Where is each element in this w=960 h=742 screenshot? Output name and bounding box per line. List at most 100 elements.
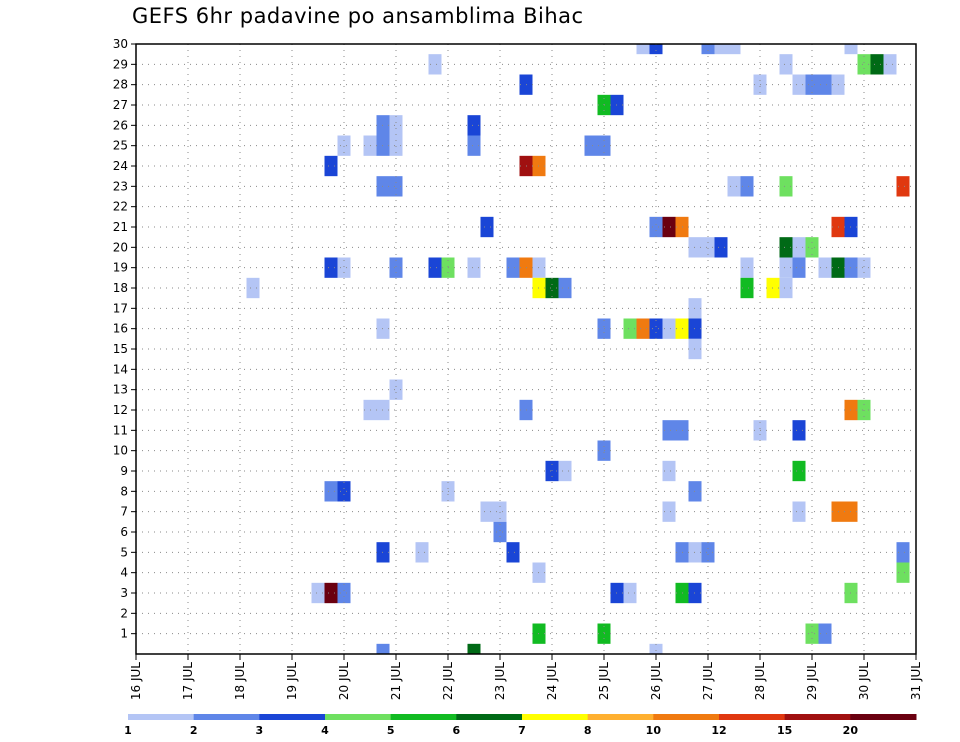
y-tick-label: 5 <box>120 545 128 559</box>
x-tick-label: 16 JUL <box>129 662 143 700</box>
legend-label: 7 <box>518 724 526 737</box>
legend-label: 6 <box>453 724 461 737</box>
heatmap-cell <box>896 542 910 563</box>
y-tick-label: 13 <box>113 383 128 397</box>
y-tick-label: 14 <box>113 362 128 376</box>
heatmap-cell <box>506 542 520 563</box>
y-tick-label: 15 <box>113 342 128 356</box>
y-tick-label: 22 <box>113 200 128 214</box>
legend-swatch <box>456 714 523 720</box>
heatmap-cell <box>779 237 793 258</box>
heatmap-cell <box>792 460 806 482</box>
heatmap-cell <box>740 257 754 278</box>
heatmap-cell <box>740 277 754 299</box>
heatmap-cell <box>337 257 351 278</box>
heatmap-cell <box>740 176 754 197</box>
heatmap-cell <box>727 44 741 55</box>
x-tick-label: 26 JUL <box>649 662 663 700</box>
heatmap-cell <box>337 481 351 502</box>
legend-label: 8 <box>584 724 592 737</box>
legend-label: 12 <box>711 724 726 737</box>
y-tick-label: 27 <box>113 98 128 112</box>
heatmap-cell <box>649 44 663 55</box>
heatmap-cell <box>467 257 481 278</box>
y-tick-label: 10 <box>113 444 128 458</box>
y-axis-ticks: 1234567891011121314151617181920212223242… <box>113 37 136 641</box>
legend-label: 1 <box>124 724 132 737</box>
heatmap-cell <box>818 623 832 644</box>
heatmap-cell <box>896 176 910 197</box>
heatmap-cell <box>714 44 728 55</box>
heatmap-cell <box>883 54 897 75</box>
heatmap-cell <box>389 135 403 156</box>
y-tick-label: 24 <box>113 159 128 173</box>
legend-label: 5 <box>387 724 395 737</box>
heatmap-cell <box>389 176 403 197</box>
legend-swatch <box>128 714 195 720</box>
heatmap-cell <box>792 420 806 441</box>
heatmap-cell <box>428 257 442 278</box>
y-tick-label: 30 <box>113 37 128 51</box>
legend-swatch <box>587 714 654 720</box>
heatmap-cell <box>818 257 832 278</box>
y-tick-label: 12 <box>113 403 128 417</box>
legend-label: 4 <box>321 724 329 737</box>
heatmap-cell <box>337 582 351 604</box>
y-tick-label: 9 <box>120 464 128 478</box>
x-tick-label: 18 JUL <box>233 662 247 700</box>
heatmap-cell <box>779 257 793 278</box>
x-tick-label: 30 JUL <box>857 662 871 700</box>
heatmap-cell <box>415 542 429 563</box>
chart-title: GEFS 6hr padavine po ansamblima Bihac <box>132 4 584 28</box>
x-axis-ticks: 16 JUL 17 JUL 18 JUL 19 JUL 20 JUL 21 JUL 22 J… <box>129 654 923 700</box>
heatmap-cell <box>857 54 871 75</box>
heatmap-cell <box>662 216 676 238</box>
legend-swatch <box>653 714 720 720</box>
y-tick-label: 29 <box>113 57 128 71</box>
x-tick-label: 22 JUL <box>441 662 455 700</box>
heatmap-cell <box>896 562 910 583</box>
y-tick-label: 16 <box>113 322 128 336</box>
heatmap-cell <box>844 44 858 55</box>
heatmap-cell <box>636 44 650 55</box>
heatmap-cell <box>623 582 637 604</box>
y-tick-label: 21 <box>113 220 128 234</box>
heatmap-cell <box>857 257 871 278</box>
legend-label: 15 <box>777 724 792 737</box>
heatmap-cell <box>467 115 481 136</box>
legend-label: 10 <box>646 724 662 737</box>
heatmap-cell <box>701 542 715 563</box>
heatmap-cell <box>779 54 793 75</box>
legend-swatch <box>193 714 260 720</box>
heatmap-cell <box>662 501 676 522</box>
x-tick-label: 20 JUL <box>337 662 351 700</box>
legend-swatch <box>259 714 326 720</box>
heatmap-cell <box>428 54 442 75</box>
x-tick-label: 19 JUL <box>285 662 299 700</box>
heatmap-cell <box>623 318 637 339</box>
x-tick-label: 25 JUL <box>597 662 611 700</box>
heatmap-cell <box>467 643 481 654</box>
legend-swatch <box>850 714 917 720</box>
heatmap-cell <box>662 420 676 441</box>
heatmap-cell <box>389 379 403 400</box>
heatmap-cell <box>480 501 494 522</box>
heatmap-cell <box>792 501 806 522</box>
heatmap-cell <box>467 135 481 156</box>
y-tick-label: 4 <box>120 566 128 580</box>
legend-swatch <box>325 714 392 720</box>
heatmap-cell <box>584 135 598 156</box>
legend-swatch <box>522 714 589 720</box>
y-tick-label: 3 <box>120 586 128 600</box>
heatmap-cell <box>805 237 819 258</box>
heatmap-cell <box>701 237 715 258</box>
y-tick-label: 1 <box>120 627 128 641</box>
heatmap-cell <box>662 460 676 482</box>
heatmap-cell <box>480 216 494 238</box>
y-tick-label: 7 <box>120 505 128 519</box>
heatmap-cell <box>792 74 806 95</box>
heatmap-cell <box>324 582 338 604</box>
legend-swatch <box>719 714 786 720</box>
heatmap-cell <box>324 155 338 177</box>
